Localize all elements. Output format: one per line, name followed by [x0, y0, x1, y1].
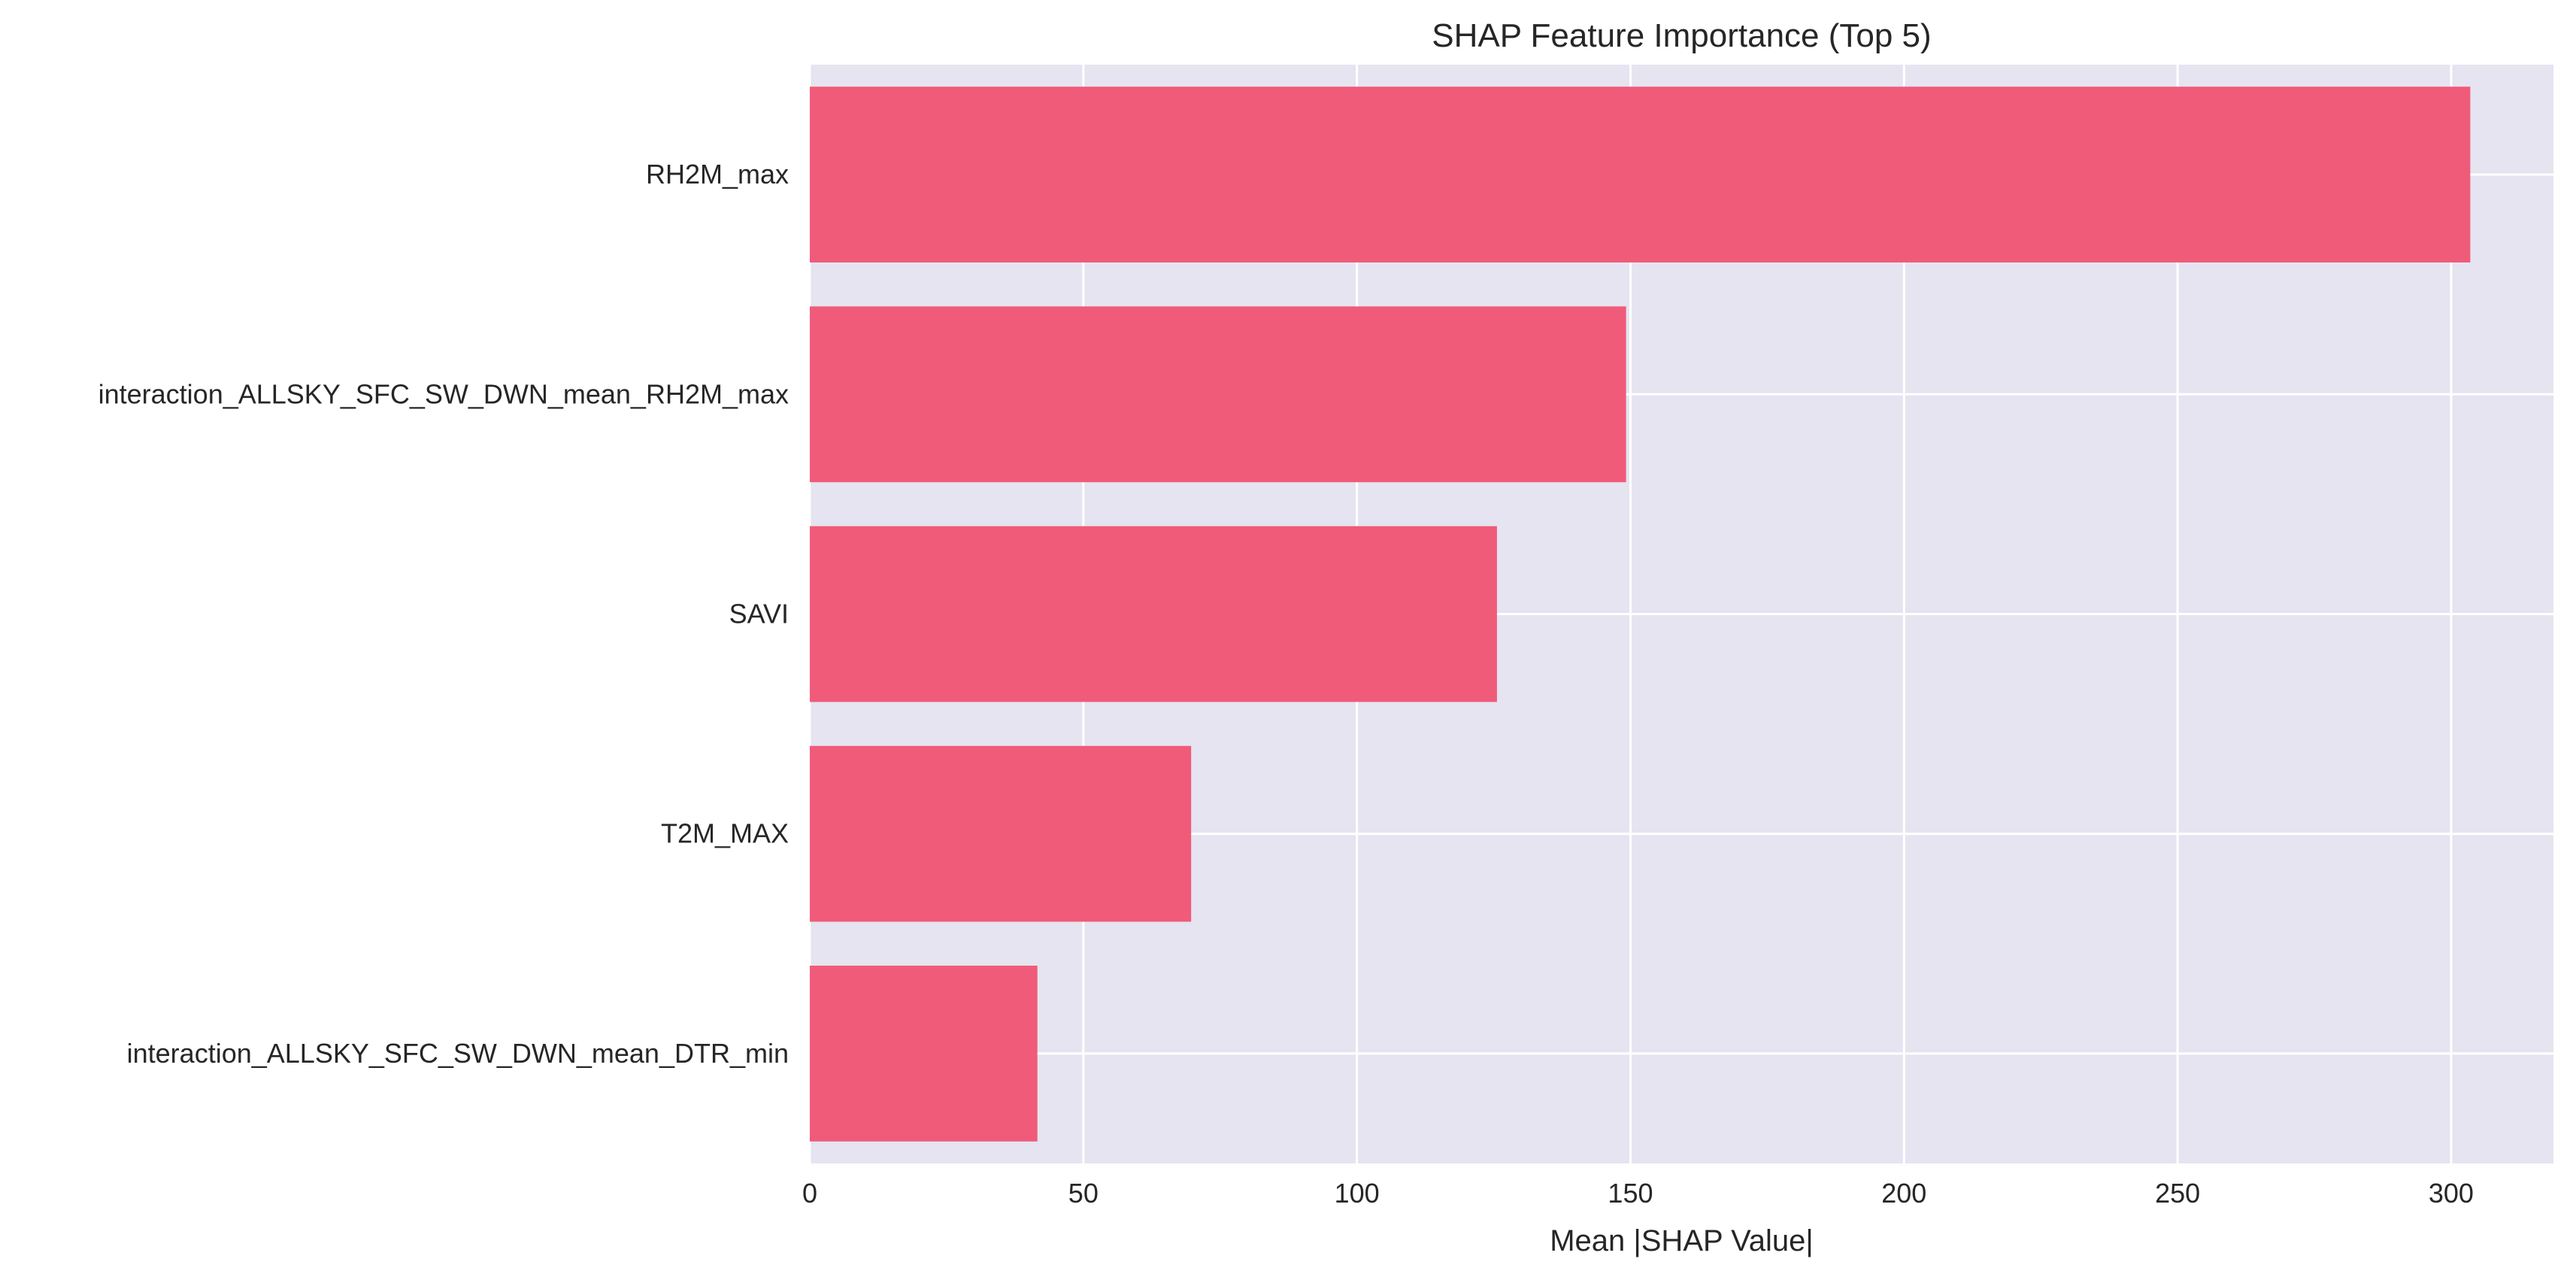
bar-1: [810, 306, 1626, 483]
bar-3: [810, 745, 1192, 922]
y-axis-ticks: RH2M_max interaction_ALLSKY_SFC_SW_DWN_me…: [98, 159, 789, 1069]
y-tick-label: T2M_MAX: [661, 818, 789, 849]
x-axis-label: Mean |SHAP Value|: [1550, 1224, 1814, 1257]
y-tick-label: interaction_ALLSKY_SFC_SW_DWN_mean_RH2M_…: [98, 378, 789, 409]
x-tick-label: 200: [1881, 1178, 1926, 1209]
y-tick-label: RH2M_max: [646, 159, 789, 190]
x-axis-ticks: 0 50 100 150 200 250 300: [802, 1178, 2474, 1209]
x-tick-label: 0: [802, 1178, 817, 1209]
x-tick-label: 100: [1335, 1178, 1380, 1209]
x-tick-label: 250: [2155, 1178, 2200, 1209]
y-tick-label: SAVI: [729, 599, 789, 629]
bar-4: [810, 966, 1038, 1142]
chart-title: SHAP Feature Importance (Top 5): [1432, 17, 1931, 54]
x-tick-label: 300: [2429, 1178, 2474, 1209]
bar-2: [810, 526, 1497, 702]
bar-0: [810, 86, 2471, 262]
y-tick-label: interaction_ALLSKY_SFC_SW_DWN_mean_DTR_m…: [127, 1038, 789, 1069]
x-tick-label: 150: [1608, 1178, 1653, 1209]
bars: [810, 86, 2471, 1142]
x-tick-label: 50: [1068, 1178, 1099, 1209]
